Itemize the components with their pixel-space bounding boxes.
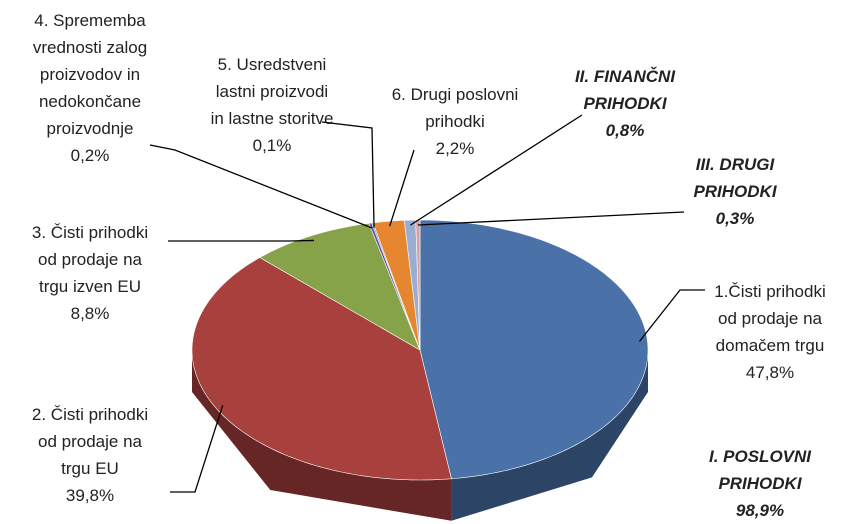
leader-line xyxy=(170,405,224,493)
slice xyxy=(419,219,649,480)
value-label: 0,3% xyxy=(716,209,755,228)
leader-line xyxy=(149,144,373,229)
slice xyxy=(259,222,421,351)
label: 5. Usredstveni lastni proizvodi in lastne … xyxy=(211,55,334,128)
label: I. POSLOVNI PRIHODKI xyxy=(709,447,812,493)
leader-line xyxy=(168,239,315,242)
label: 3. Čisti prihodki od prodaje na trgu izven… xyxy=(32,223,148,296)
slice xyxy=(191,257,452,481)
label: III. DRUGI PRIHODKI xyxy=(693,155,777,201)
value-label: 8,8% xyxy=(71,304,110,323)
value-label: 39,8% xyxy=(66,486,114,505)
slice-side xyxy=(451,350,648,521)
leader-line xyxy=(321,121,375,228)
slice-side xyxy=(192,350,452,521)
value-label: 47,8% xyxy=(746,363,794,382)
value-label: 2,2% xyxy=(436,139,475,158)
leader-line xyxy=(409,114,583,226)
value-label: 0,8% xyxy=(606,121,645,140)
label: II. FINANČNI PRIHODKI xyxy=(575,67,676,113)
slice xyxy=(372,219,421,351)
value-label: 0,1% xyxy=(253,136,292,155)
annotation-value: 98,9% xyxy=(736,501,784,520)
value-label: 0,2% xyxy=(71,146,110,165)
leader-line xyxy=(389,149,415,227)
leader-line xyxy=(417,211,685,226)
label: 6. Drugi poslovni prihodki xyxy=(392,85,519,131)
label: 1.Čisti prihodki od prodaje na domačem trg… xyxy=(714,282,826,355)
leader-line xyxy=(638,289,705,342)
label: 2. Čisti prihodki od prodaje na trgu EU xyxy=(32,405,148,478)
label: 4. Sprememba vrednosti zalog proizvodov in… xyxy=(33,11,147,138)
